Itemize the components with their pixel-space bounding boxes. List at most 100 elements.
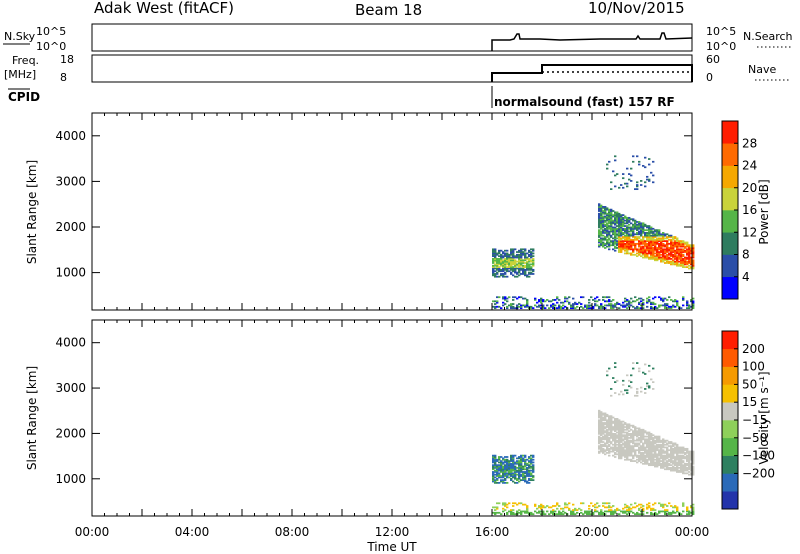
velocity-cell — [574, 509, 577, 511]
power-cell — [680, 242, 683, 245]
power-cell — [692, 255, 695, 258]
power-cell — [600, 219, 603, 222]
power-cell — [680, 263, 683, 266]
velocity-cell — [644, 460, 647, 462]
power-cell — [680, 262, 683, 264]
velocity-cell — [572, 510, 575, 513]
power-cell — [602, 210, 605, 212]
power-cell — [648, 258, 651, 260]
velocity-cell — [524, 511, 527, 514]
power-cell — [566, 300, 569, 303]
velocity-cell — [524, 510, 527, 513]
velocity-cell — [506, 481, 509, 484]
velocity-cell — [620, 445, 623, 447]
power-cell — [596, 300, 599, 303]
velocity-cell — [606, 370, 609, 373]
velocity-cell — [502, 481, 505, 484]
power-cell — [602, 216, 605, 219]
velocity-cell — [670, 511, 673, 514]
velocity-cell — [688, 461, 691, 464]
velocity-cell — [622, 427, 625, 430]
power-cell — [640, 234, 643, 237]
power-cell — [538, 304, 541, 307]
power-cell — [634, 307, 637, 310]
power-cell — [630, 241, 633, 244]
power-cell — [682, 248, 685, 251]
velocity-cell — [660, 447, 663, 450]
velocity-cell — [618, 427, 621, 430]
velocity-cell — [692, 513, 695, 516]
velocity-cell — [644, 442, 647, 445]
velocity-cell — [498, 469, 501, 472]
power-cell — [652, 297, 655, 300]
velocity-cell — [560, 513, 563, 516]
power-cell — [610, 226, 613, 229]
velocity-cell — [610, 426, 613, 428]
power-cell — [618, 233, 621, 236]
velocity-cell — [638, 370, 641, 373]
power-cell — [666, 256, 669, 259]
y-tick-label: 4000 — [55, 336, 86, 350]
power-cell — [644, 156, 647, 159]
power-cell — [632, 248, 635, 251]
power-cell — [686, 248, 689, 251]
power-cell — [600, 234, 603, 237]
velocity-cell — [680, 457, 683, 460]
power-cell — [656, 249, 659, 252]
velocity-cell — [664, 511, 667, 514]
power-cell — [516, 304, 519, 307]
power-cell — [614, 222, 617, 225]
velocity-cell — [604, 419, 607, 422]
velocity-cell — [492, 456, 495, 458]
velocity-cell — [672, 447, 675, 450]
power-cell — [504, 260, 507, 263]
power-cell — [652, 237, 655, 240]
velocity-cell — [524, 464, 527, 467]
power-cell — [614, 305, 617, 308]
velocity-cell — [650, 437, 653, 439]
velocity-cell — [522, 460, 525, 462]
velocity-cell — [674, 511, 677, 514]
velocity-cell — [614, 511, 617, 514]
velocity-cell — [516, 469, 519, 472]
power-cell — [620, 226, 623, 229]
velocity-cell — [622, 438, 625, 441]
velocity-cell — [512, 461, 515, 464]
power-cell — [670, 299, 673, 301]
power-cell — [610, 229, 613, 232]
velocity-cell — [654, 452, 657, 454]
velocity-cell — [632, 426, 635, 428]
velocity-cell — [510, 511, 513, 514]
power-cell — [600, 206, 603, 208]
power-cell — [492, 267, 495, 270]
velocity-cell — [498, 502, 501, 505]
power-cell — [620, 214, 623, 217]
power-cell — [526, 275, 529, 278]
power-cell — [570, 304, 573, 307]
power-cell — [654, 247, 657, 249]
velocity-cell — [686, 506, 689, 509]
power-cell — [664, 245, 667, 248]
velocity-cell — [602, 435, 605, 438]
velocity-cell — [512, 472, 515, 475]
velocity-cell — [626, 389, 629, 392]
velocity-cell — [666, 456, 669, 458]
velocity-cell — [602, 424, 605, 427]
power-cell — [598, 208, 601, 211]
power-cell — [512, 252, 515, 255]
power-cell — [646, 247, 649, 249]
power-cell — [642, 307, 645, 310]
velocity-cell — [640, 513, 643, 516]
power-cell — [612, 307, 615, 310]
velocity-cell — [638, 430, 641, 433]
power-cell — [518, 249, 521, 252]
power-cell — [612, 219, 615, 222]
velocity-cell — [502, 475, 505, 477]
velocity-cell — [494, 462, 497, 465]
power-cell — [676, 255, 679, 258]
power-cell — [692, 252, 695, 255]
power-cell — [622, 305, 625, 308]
power-cell — [520, 253, 523, 256]
velocity-cell — [670, 467, 673, 469]
power-cell — [670, 245, 673, 248]
